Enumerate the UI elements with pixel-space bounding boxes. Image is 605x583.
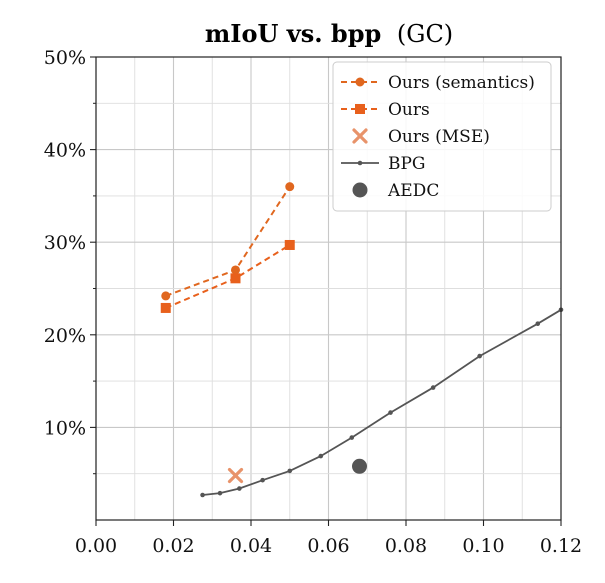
x-tick-label: 0.10: [462, 535, 504, 557]
legend-marker: [357, 160, 363, 166]
x-marker-stroke: [227, 467, 244, 484]
legend-label: Ours (semantics): [388, 73, 535, 93]
legend-label: AEDC: [387, 181, 439, 201]
x-marker-stroke: [352, 128, 368, 144]
data-point: [430, 385, 436, 390]
y-tick-label: 50%: [44, 47, 86, 69]
data-point: [349, 435, 355, 440]
series-line: [165, 244, 291, 309]
legend-entry: AEDC: [352, 181, 439, 201]
series-2: [227, 467, 244, 484]
data-point: [284, 239, 295, 250]
legend-entry: Ours (semantics): [341, 73, 535, 93]
x-tick-label: 0.04: [230, 535, 272, 557]
legend-label: Ours (MSE): [388, 127, 490, 147]
legend-marker: [355, 104, 365, 114]
data-point: [237, 486, 242, 491]
chart-title: mIoU vs. bpp (GC): [205, 19, 453, 48]
data-point: [260, 477, 265, 483]
x-tick-label: 0.12: [540, 535, 582, 557]
x-tick-label: 0.06: [307, 535, 349, 557]
legend-box: [332, 61, 552, 212]
series-3: [200, 307, 564, 498]
chart-title-main: mIoU vs. bpp: [205, 19, 381, 48]
legend-entry: Ours: [341, 100, 430, 120]
legend-label: BPG: [388, 154, 426, 174]
legend-marker: [355, 77, 365, 87]
legend-marker: [352, 182, 368, 198]
axis-ticks: 0.00 0.02 0.04 0.06 0.08 0.10 0.12 10% 20% 30% 40%…: [44, 47, 582, 557]
data-point: [217, 490, 223, 496]
series-4: [352, 458, 367, 474]
series-line: [202, 309, 562, 496]
data-point: [388, 410, 393, 415]
data-point: [230, 273, 241, 284]
series-1: [160, 239, 295, 313]
data-point: [352, 458, 367, 474]
data-point: [161, 291, 171, 301]
data-point: [200, 492, 205, 498]
y-tick-label: 20%: [44, 325, 86, 347]
legend-label: Ours: [388, 100, 430, 120]
data-point: [227, 467, 244, 484]
data-point: [535, 321, 541, 326]
y-tick-label: 30%: [44, 232, 86, 254]
series-layer: [160, 182, 564, 498]
series-0: [161, 182, 295, 301]
data-point: [160, 302, 171, 313]
series-line: [165, 186, 291, 297]
data-point: [285, 182, 295, 192]
x-tick-label: 0.00: [75, 535, 117, 557]
x-tick-label: 0.02: [152, 535, 194, 557]
data-point: [287, 468, 293, 474]
y-tick-label: 40%: [44, 140, 86, 162]
x-tick-label: 0.08: [385, 535, 427, 557]
y-tick-label: 10%: [44, 417, 86, 439]
legend: Ours (semantics) Ours Ours (MSE) BPG AEDC: [332, 61, 552, 212]
data-point: [231, 265, 240, 275]
data-point: [318, 453, 324, 459]
chart-title-subtitle: (GC): [397, 20, 453, 48]
legend-entry: BPG: [341, 154, 426, 174]
data-point: [477, 353, 482, 359]
legend-entry: Ours (MSE): [352, 127, 490, 147]
legend-marker: [352, 128, 368, 144]
